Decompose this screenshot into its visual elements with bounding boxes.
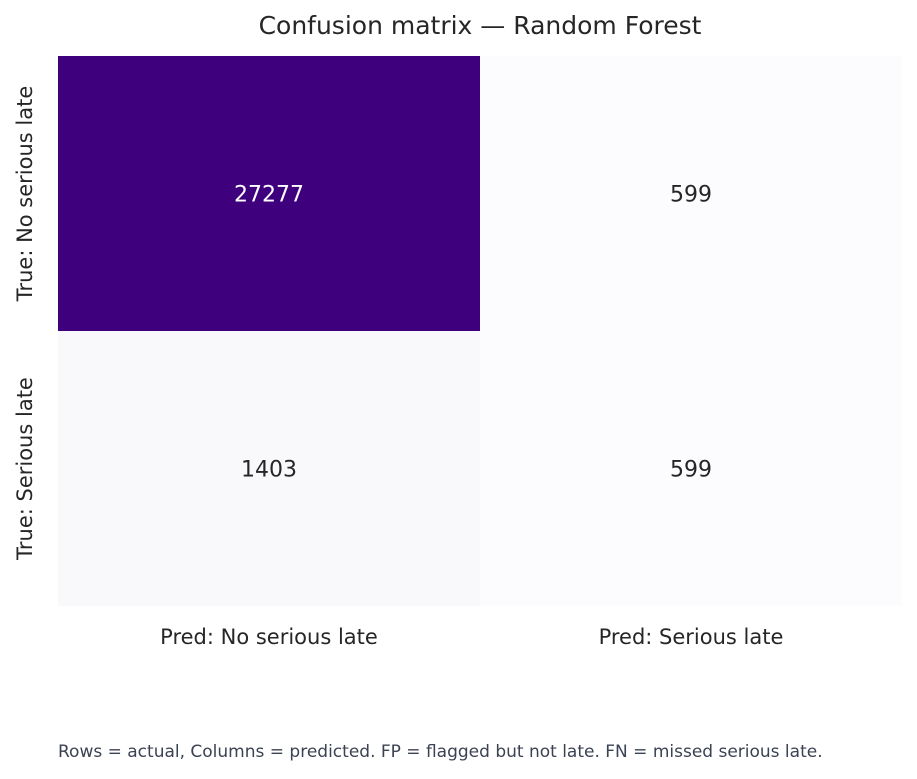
heatmap-cells xyxy=(58,56,902,606)
heatmap-cell-r0-c1 xyxy=(480,56,902,331)
cell-value-label-r1-c1: 599 xyxy=(670,458,712,483)
chart-title: Confusion matrix — Random Forest xyxy=(259,11,702,40)
x-tick-label-0: Pred: No serious late xyxy=(160,625,378,649)
cell-value-label-r1-c0: 1403 xyxy=(241,458,297,483)
heatmap-cell-r1-c0 xyxy=(58,331,480,606)
x-tick-labels: Pred: No serious late Pred: Serious late xyxy=(160,625,783,649)
heatmap-cell-r1-c1 xyxy=(480,331,902,606)
cell-value-label-r0-c1: 599 xyxy=(670,183,712,208)
x-tick-label-1: Pred: Serious late xyxy=(599,625,784,649)
chart-caption: Rows = actual, Columns = predicted. FP =… xyxy=(58,742,823,762)
heatmap-cell-r0-c0 xyxy=(58,56,480,331)
heatmap-cell-labels: 27277 599 1403 599 xyxy=(234,183,712,483)
y-tick-label-1: True: Serious late xyxy=(13,377,37,561)
y-tick-labels: True: No serious late True: Serious late xyxy=(13,86,37,561)
cell-value-label-r0-c0: 27277 xyxy=(234,183,304,208)
y-tick-label-0: True: No serious late xyxy=(13,86,37,303)
